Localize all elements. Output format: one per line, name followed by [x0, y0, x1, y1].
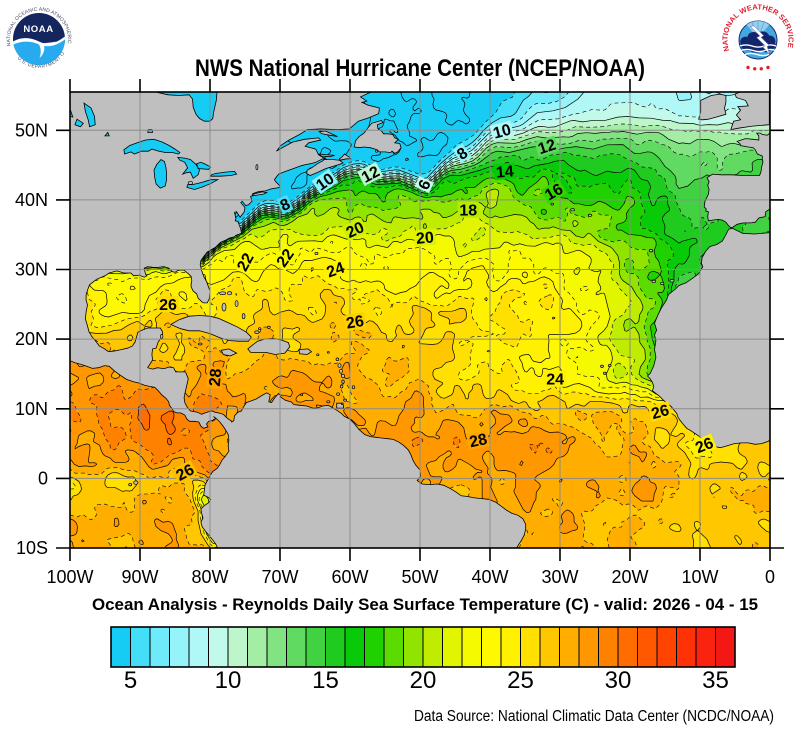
svg-text:26: 26 — [345, 313, 366, 333]
svg-text:50N: 50N — [15, 120, 48, 140]
svg-text:16: 16 — [542, 181, 566, 205]
svg-text:10W: 10W — [681, 567, 718, 587]
svg-text:Data Source: National Climatic: Data Source: National Climatic Data Cent… — [414, 708, 774, 725]
svg-text:28: 28 — [207, 368, 225, 387]
svg-text:14: 14 — [495, 163, 514, 181]
svg-text:22: 22 — [234, 250, 257, 274]
svg-text:12: 12 — [536, 136, 558, 158]
svg-text:10: 10 — [491, 122, 513, 143]
svg-text:0: 0 — [38, 468, 48, 488]
svg-text:NOAA: NOAA — [23, 24, 53, 35]
svg-text:30W: 30W — [541, 567, 578, 587]
svg-text:24: 24 — [324, 259, 347, 281]
svg-text:20: 20 — [410, 667, 437, 694]
svg-text:5: 5 — [124, 667, 137, 694]
svg-text:20W: 20W — [611, 567, 648, 587]
svg-text:40W: 40W — [471, 567, 508, 587]
svg-text:30N: 30N — [15, 260, 48, 280]
svg-text:18: 18 — [459, 202, 477, 219]
svg-text:35: 35 — [702, 667, 729, 694]
svg-text:26: 26 — [173, 461, 197, 484]
svg-text:26: 26 — [693, 435, 716, 457]
svg-text:50W: 50W — [401, 567, 438, 587]
svg-text:25: 25 — [507, 667, 534, 694]
svg-text:28: 28 — [468, 431, 489, 451]
svg-text:10N: 10N — [15, 399, 48, 419]
svg-text:24: 24 — [546, 371, 564, 388]
svg-text:12: 12 — [359, 163, 383, 186]
svg-text:NWS National Hurricane Center: NWS National Hurricane Center (NCEP/NOAA… — [195, 55, 645, 82]
svg-text:60W: 60W — [331, 567, 368, 587]
svg-text:15: 15 — [312, 667, 339, 694]
svg-text:20: 20 — [415, 229, 434, 247]
svg-text:80W: 80W — [191, 567, 228, 587]
svg-text:70W: 70W — [261, 567, 298, 587]
svg-text:40N: 40N — [15, 190, 48, 210]
svg-text:10: 10 — [215, 667, 242, 694]
svg-text:26: 26 — [159, 297, 177, 314]
svg-text:20: 20 — [344, 219, 367, 242]
svg-text:100W: 100W — [46, 567, 93, 587]
svg-text:26: 26 — [650, 402, 672, 423]
svg-text:90W: 90W — [121, 567, 158, 587]
svg-text:Ocean Analysis - Reynolds Dail: Ocean Analysis - Reynolds Daily Sea Surf… — [92, 595, 758, 614]
svg-text:20N: 20N — [15, 329, 48, 349]
svg-text:10S: 10S — [16, 538, 48, 558]
svg-text:0: 0 — [765, 567, 775, 587]
svg-text:30: 30 — [605, 667, 632, 694]
